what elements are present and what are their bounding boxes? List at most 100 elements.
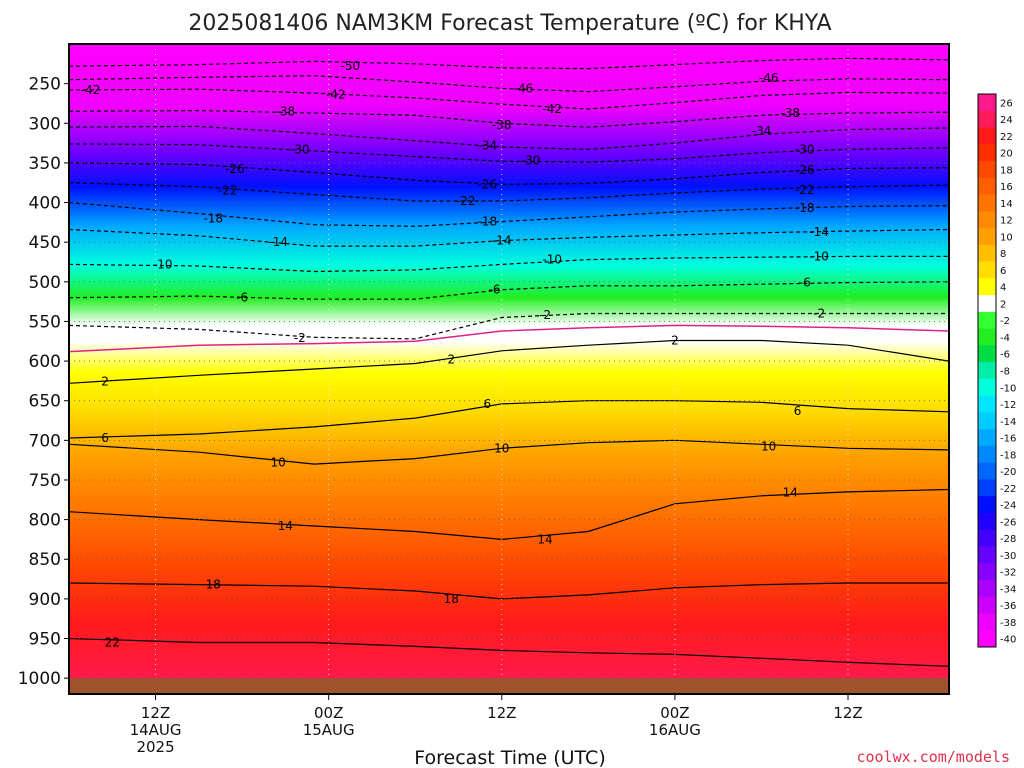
x-tick-label: 15AUG [303, 721, 355, 739]
contour-label: -18 [478, 215, 498, 229]
colorbar-tick-label: 18 [1000, 165, 1013, 176]
contour-label: 6 [794, 404, 802, 418]
contour-label: -38 [781, 106, 801, 120]
colorbar-segment [978, 261, 996, 279]
contour-label: 10 [761, 440, 776, 454]
contour-label: -18 [795, 201, 815, 215]
contour-label: 10 [494, 441, 509, 455]
colorbar-segment [978, 412, 996, 430]
colorbar-segment [978, 445, 996, 464]
y-tick-label: 950 [29, 630, 61, 650]
isotherm-minus-2 [69, 312, 949, 340]
colorbar-tick-label: -10 [1000, 383, 1016, 394]
freezing-line [69, 324, 949, 353]
colorbar-tick-label: -28 [1000, 534, 1016, 545]
colorbar-segment [978, 378, 996, 397]
contour-label: 2 [101, 375, 109, 389]
contour-label: -30 [290, 142, 310, 156]
contour-label: -2 [813, 307, 825, 321]
isotherm-minus-10 [69, 255, 949, 273]
y-tick-label: 500 [29, 273, 61, 293]
y-tick-label: 400 [29, 194, 61, 214]
colorbar-tick-label: -26 [1000, 517, 1016, 528]
colorbar-tick-label: -38 [1000, 618, 1016, 629]
colorbar-tick-label: -4 [1000, 333, 1010, 344]
x-tick-label: 00Z [660, 704, 689, 722]
colorbar-segment [978, 496, 996, 514]
colorbar-tick-label: -32 [1000, 568, 1016, 579]
contour-label: -26 [795, 163, 815, 177]
colorbar-tick-label: 10 [1000, 232, 1013, 243]
colorbar-segment [978, 177, 996, 196]
x-tick-label: 12Z [141, 704, 170, 722]
contour-label: -10 [153, 257, 173, 271]
contour-label: 2 [447, 352, 455, 366]
x-tick-label: 12Z [487, 704, 516, 722]
plot-area: -50 -46 -46 -42 -42 -42 -38 -38 -38 -34 -34 -30 -30 -… [69, 44, 949, 694]
colorbar-segment [978, 546, 996, 564]
colorbar-frame [977, 93, 997, 648]
contour-label: 22 [105, 635, 120, 649]
colorbar-segment [978, 295, 996, 313]
colorbar-tick-label: -12 [1000, 400, 1016, 411]
contour-label: -38 [492, 118, 512, 132]
colorbar-tick-label: 12 [1000, 216, 1013, 227]
contour-label: -22 [218, 184, 238, 198]
chart-title: 2025081406 NAM3KM Forecast Temperature (… [188, 11, 831, 36]
y-axis: 250 300 350 400 450 500 550 600 650 700 750 800 850 9… [18, 75, 69, 689]
colorbar-segment [978, 512, 996, 531]
colorbar-tick-label: -6 [1000, 350, 1010, 361]
contour-label: -22 [795, 183, 815, 197]
gridlines [69, 44, 949, 694]
contour-label: -26 [478, 177, 498, 191]
contour-label: -10 [542, 253, 562, 267]
isotherm-minus-22 [69, 182, 949, 202]
contour-label: -34 [478, 138, 498, 152]
colorbar-segment [978, 579, 996, 598]
colorbar-segment [978, 194, 996, 212]
y-tick-label: 550 [29, 312, 61, 332]
y-tick-label: 650 [29, 392, 61, 412]
colorbar-tick-label: -22 [1000, 484, 1016, 495]
contour-label: -46 [759, 71, 779, 85]
isotherm-minus-30 [69, 143, 949, 163]
contour-label: -10 [809, 249, 829, 263]
y-tick-label: 700 [29, 431, 61, 451]
isotherm-minus-6 [69, 281, 949, 300]
colorbar-tick-label: 16 [1000, 182, 1013, 193]
contour-label: -26 [225, 162, 245, 176]
colorbar-segment [978, 228, 996, 246]
isotherm-minus-14 [69, 228, 949, 247]
contour-label: 18 [206, 578, 221, 592]
temperature-field [69, 44, 949, 694]
isotherm-22 [69, 637, 949, 667]
isotherm-minus-42 [69, 88, 949, 110]
contour-label: -6 [799, 276, 811, 290]
contour-label: 6 [484, 397, 492, 411]
colorbar-tick-label: 6 [1000, 266, 1006, 277]
contour-label: 18 [444, 592, 459, 606]
contour-label: -2 [294, 331, 306, 345]
colorbar-segment [978, 211, 996, 229]
contour-label: -22 [456, 194, 476, 208]
contour-label: -6 [236, 291, 248, 305]
contour-label: -2 [539, 308, 551, 322]
contour-label: -38 [276, 104, 296, 118]
colorbar-tick-label: -34 [1000, 584, 1016, 595]
colorbar-segment [978, 429, 996, 447]
colorbar-tick-label: -18 [1000, 450, 1016, 461]
x-tick-label: 14AUG [130, 721, 182, 739]
y-tick-label: 450 [29, 233, 61, 253]
isotherm-minus-38 [69, 109, 949, 128]
colorbar-segment [978, 244, 996, 263]
colorbar-tick-label: -24 [1000, 501, 1016, 512]
y-tick-label: 900 [29, 590, 61, 610]
contour-label: -34 [752, 124, 772, 138]
colorbar-tick-label: -30 [1000, 551, 1016, 562]
y-tick-label: 850 [29, 550, 61, 570]
colorbar-segment [978, 144, 996, 162]
colorbar-tick-label: 8 [1000, 249, 1006, 260]
colorbar-segment [978, 596, 996, 614]
colorbar-segment [978, 563, 996, 581]
